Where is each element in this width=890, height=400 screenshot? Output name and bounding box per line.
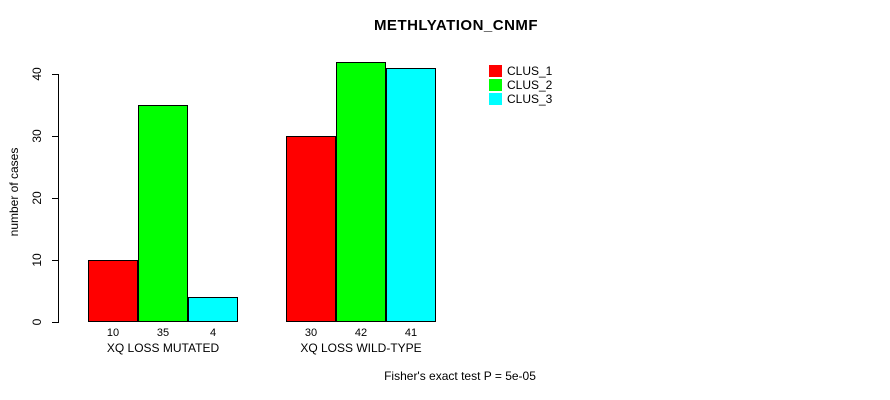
- y-axis-tick: [52, 322, 58, 323]
- category-label: XQ LOSS WILD-TYPE: [300, 341, 422, 355]
- legend-swatch: [489, 79, 502, 91]
- bar-value-label: 10: [106, 327, 120, 339]
- legend-label: CLUS_1: [507, 64, 553, 78]
- y-axis-tick-label: 20: [30, 191, 44, 205]
- legend-swatch: [489, 93, 502, 105]
- category-label: XQ LOSS MUTATED: [106, 341, 220, 355]
- y-axis-tick-label: 30: [30, 129, 44, 143]
- bar-value-label: 42: [354, 327, 368, 339]
- legend-swatch: [489, 65, 502, 77]
- y-axis-tick-label: 10: [30, 253, 44, 267]
- y-axis-tick-label: 40: [30, 67, 44, 81]
- y-axis-tick: [52, 198, 58, 199]
- bar-value-label: 35: [156, 327, 170, 339]
- bar-clus_2-group2: [336, 61, 386, 322]
- legend-label: CLUS_2: [507, 78, 553, 92]
- bar-clus_3-group2: [386, 67, 436, 322]
- legend-label: CLUS_3: [507, 92, 553, 106]
- y-axis-tick: [52, 136, 58, 137]
- chart-title: METHLYATION_CNMF: [373, 17, 539, 34]
- bar-value-label: 4: [209, 327, 217, 339]
- bar-clus_2-group1: [138, 105, 188, 322]
- y-axis-label: number of cases: [7, 147, 21, 237]
- y-axis-tick-label: 0: [30, 318, 44, 326]
- y-axis-line: [58, 74, 59, 323]
- y-axis-tick: [52, 74, 58, 75]
- y-axis-tick: [52, 260, 58, 261]
- bar-clus_1-group2: [286, 136, 336, 322]
- bar-clus_3-group1: [188, 297, 238, 322]
- bar-clus_1-group1: [88, 260, 138, 322]
- bar-value-label: 30: [304, 327, 318, 339]
- bar-value-label: 41: [404, 327, 418, 339]
- annotation-text: Fisher's exact test P = 5e-05: [384, 369, 536, 383]
